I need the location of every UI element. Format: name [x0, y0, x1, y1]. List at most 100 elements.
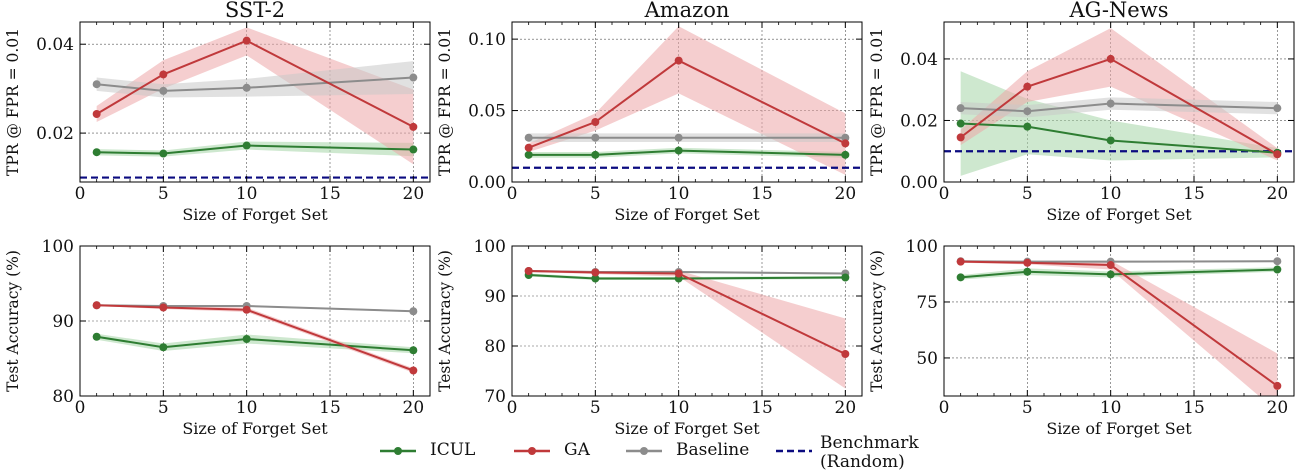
point-baseline — [1273, 257, 1281, 265]
point-ga — [93, 301, 101, 309]
y-tick-label: 0.00 — [468, 173, 506, 193]
point-icul — [1273, 266, 1281, 274]
point-icul — [1107, 270, 1115, 278]
x-tick-label: 5 — [590, 184, 601, 204]
x-tick-label: 10 — [236, 398, 258, 418]
panel-title: Amazon — [644, 0, 730, 22]
x-tick-label: 5 — [590, 398, 601, 418]
x-tick-label: 0 — [939, 398, 950, 418]
point-ga — [243, 37, 251, 45]
y-axis-label: Test Accuracy (%) — [4, 250, 22, 392]
point-ga — [1107, 55, 1115, 63]
x-tick-label: 5 — [1022, 398, 1033, 418]
y-tick-label: 80 — [484, 337, 506, 357]
y-tick-label: 0.04 — [36, 35, 74, 55]
point-ga — [1273, 382, 1281, 390]
point-ga — [93, 110, 101, 118]
point-icul — [675, 147, 683, 155]
y-tick-label: 0.00 — [900, 173, 938, 193]
point-icul — [841, 151, 849, 159]
point-icul — [409, 146, 417, 154]
x-tick-label: 0 — [507, 398, 518, 418]
x-axis-label: Size of Forget Set — [1046, 205, 1192, 224]
y-tick-label: 90 — [484, 287, 506, 307]
point-icul — [1023, 123, 1031, 131]
point-ga — [957, 133, 965, 141]
x-tick-label: 10 — [236, 184, 258, 204]
point-ga — [675, 57, 683, 65]
x-tick-label: 15 — [751, 184, 773, 204]
band-ga — [961, 261, 1278, 412]
point-icul — [93, 148, 101, 156]
x-tick-label: 20 — [835, 398, 857, 418]
y-tick-label: 75 — [916, 293, 938, 313]
point-ga — [409, 123, 417, 131]
legend-marker-ga — [512, 444, 552, 458]
point-ga — [1023, 259, 1031, 267]
point-baseline — [525, 134, 533, 142]
x-axis-label: Size of Forget Set — [182, 419, 328, 438]
x-tick-label: 20 — [1267, 184, 1289, 204]
legend-marker-benchmark — [774, 444, 814, 458]
x-tick-label: 15 — [319, 398, 341, 418]
point-ga — [957, 258, 965, 266]
x-tick-label: 0 — [75, 398, 86, 418]
point-icul — [957, 120, 965, 128]
y-axis-label: Test Accuracy (%) — [436, 250, 454, 392]
point-ga — [675, 270, 683, 278]
point-ga — [159, 304, 167, 312]
panel-title: SST-2 — [225, 0, 285, 22]
y-axis-label: Test Accuracy (%) — [868, 250, 886, 392]
x-tick-label: 15 — [1183, 184, 1205, 204]
point-icul — [243, 142, 251, 150]
y-tick-label: 50 — [916, 349, 938, 369]
x-tick-label: 5 — [158, 184, 169, 204]
point-baseline — [159, 87, 167, 95]
point-baseline — [409, 307, 417, 315]
point-ga — [1107, 261, 1115, 269]
x-tick-label: 15 — [1183, 398, 1205, 418]
y-tick-label: 100 — [42, 237, 74, 257]
legend-label-icul: ICUL — [430, 441, 475, 460]
point-ga — [1273, 150, 1281, 158]
point-icul — [525, 151, 533, 159]
point-icul — [243, 335, 251, 343]
point-ga — [1023, 83, 1031, 91]
y-tick-label: 90 — [52, 312, 74, 332]
y-tick-label: 70 — [484, 387, 506, 407]
plot-area — [957, 257, 1282, 411]
x-tick-label: 0 — [507, 184, 518, 204]
point-baseline — [675, 134, 683, 142]
point-icul — [1107, 136, 1115, 144]
point-ga — [841, 350, 849, 358]
y-tick-label: 100 — [906, 237, 938, 257]
y-axis-label: TPR @ FPR = 0.01 — [4, 28, 22, 176]
plot-area — [512, 26, 862, 175]
panel-title: AG-News — [1069, 0, 1169, 22]
band-ga — [529, 270, 846, 389]
x-tick-label: 10 — [668, 398, 690, 418]
point-icul — [1023, 268, 1031, 276]
legend: ICUL GA Baseline Benchmark (Random) — [378, 432, 938, 472]
point-icul — [159, 150, 167, 158]
plot-area — [93, 301, 418, 374]
legend-marker-baseline — [624, 444, 664, 458]
point-ga — [591, 118, 599, 126]
y-tick-label: 100 — [474, 237, 506, 257]
legend-label-baseline: Baseline — [676, 441, 749, 460]
y-tick-label: 80 — [52, 387, 74, 407]
point-baseline — [243, 84, 251, 92]
point-icul — [957, 273, 965, 281]
y-tick-label: 0.02 — [36, 124, 74, 144]
point-ga — [159, 70, 167, 78]
x-axis-label: Size of Forget Set — [182, 205, 328, 224]
y-tick-label: 0.04 — [900, 50, 938, 70]
x-axis-label: Size of Forget Set — [614, 205, 760, 224]
legend-label-ga: GA — [564, 441, 590, 460]
x-tick-label: 15 — [751, 398, 773, 418]
x-tick-label: 5 — [1022, 184, 1033, 204]
